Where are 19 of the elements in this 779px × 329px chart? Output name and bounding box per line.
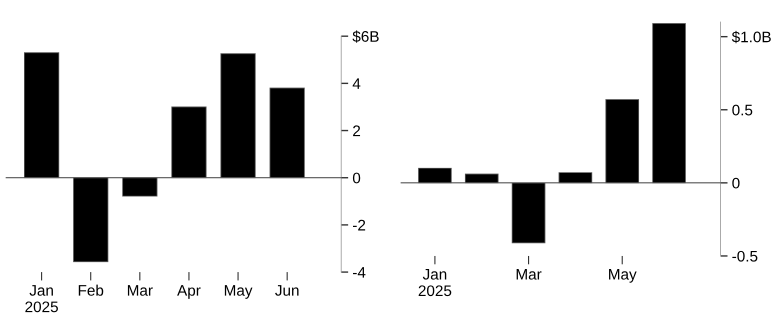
y-tick-label: -0.5: [732, 250, 758, 262]
x-tick-label: Apr: [177, 285, 201, 299]
x-tick-label: May: [224, 285, 252, 299]
y-tick-label: 0.5: [732, 104, 752, 116]
x-tick-label: May: [609, 269, 637, 283]
y-tick-label: $1.0B: [732, 30, 771, 44]
x-tick-label: Jun: [275, 285, 298, 296]
x-tick-label: Mar: [516, 269, 542, 280]
y-tick-label: -4: [352, 267, 366, 278]
x-tick-label: Jan 2025: [25, 285, 58, 312]
x-tick-label: Feb: [78, 284, 104, 296]
y-tick-label: 0: [352, 172, 360, 184]
y-tick-label: 2: [353, 125, 360, 136]
x-tick-label: Mar: [128, 285, 153, 296]
x-tick-label: Jan 2025: [418, 269, 452, 296]
y-tick-label: $6B: [352, 30, 379, 43]
y-tick-label: 4: [352, 78, 360, 89]
y-tick-label: -2: [352, 220, 366, 230]
y-tick-label: 0: [732, 178, 740, 189]
